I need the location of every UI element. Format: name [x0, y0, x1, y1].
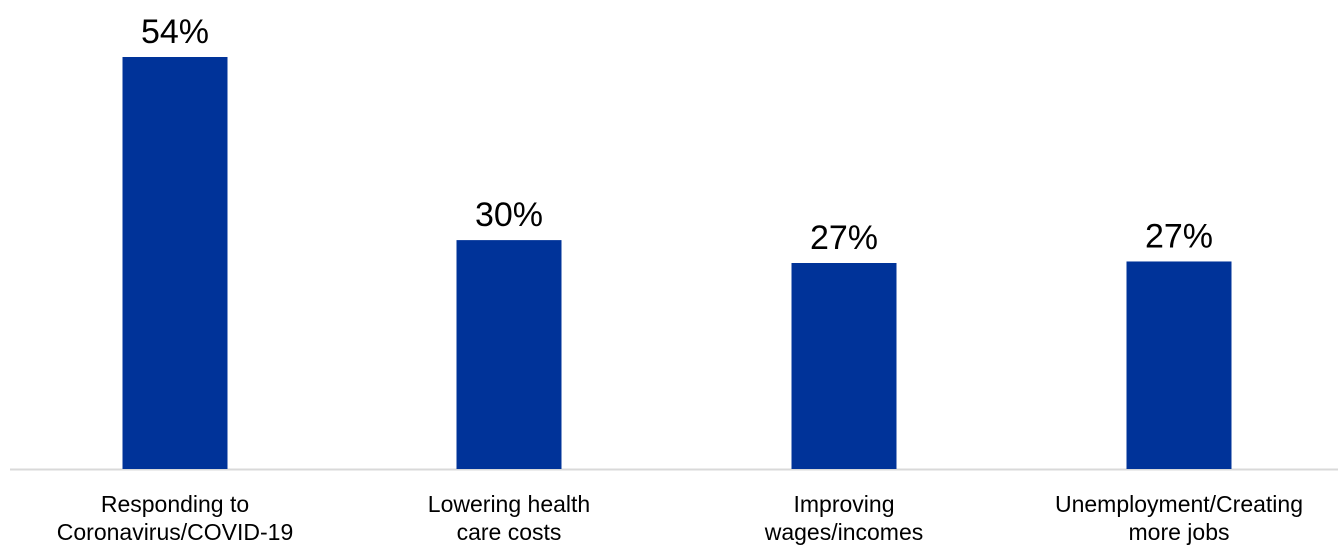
- data-label: 54%: [141, 13, 209, 51]
- category-label: Responding to Coronavirus/COVID-19: [56, 491, 294, 545]
- bar: [791, 263, 897, 469]
- data-label: 27%: [1145, 217, 1213, 255]
- category-label: Lowering health care costs: [427, 491, 591, 545]
- data-label: 27%: [810, 219, 878, 257]
- bar: [456, 240, 562, 469]
- bar: [1126, 261, 1232, 469]
- category-label: Unemployment/Creating more jobs: [1054, 491, 1303, 545]
- bar: [122, 57, 228, 469]
- data-label: 30%: [475, 196, 543, 234]
- category-label: Improving wages/incomes: [764, 491, 924, 545]
